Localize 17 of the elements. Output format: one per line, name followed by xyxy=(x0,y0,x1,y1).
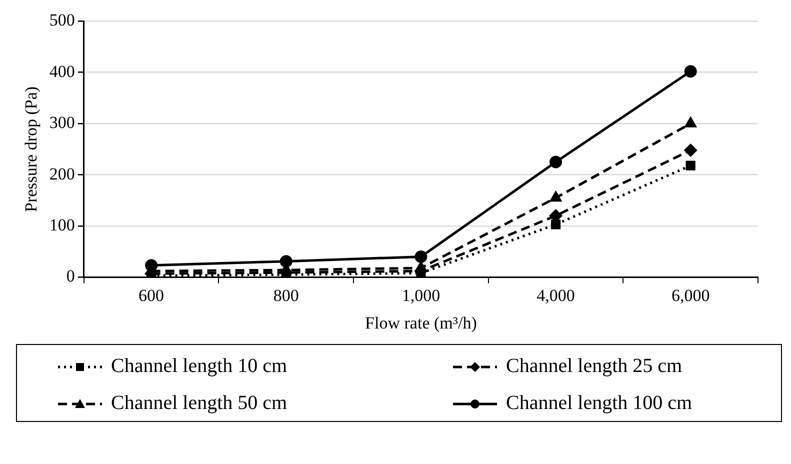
legend-label: Channel length 10 cm xyxy=(111,355,288,378)
x-tick-label: 4,000 xyxy=(536,286,575,305)
x-axis-title: Flow rate (m³/h) xyxy=(365,313,477,332)
x-tick-label: 600 xyxy=(138,286,164,305)
y-tick-label: 100 xyxy=(49,215,75,234)
x-tick-label: 6,000 xyxy=(671,286,710,305)
legend-label: Channel length 100 cm xyxy=(506,392,692,415)
y-axis-title: Pressure drop (Pa) xyxy=(22,86,41,212)
y-tick-label: 300 xyxy=(49,113,75,132)
legend-label: Channel length 50 cm xyxy=(111,392,288,415)
y-tick-label: 500 xyxy=(49,10,75,30)
y-tick-label: 200 xyxy=(49,164,75,184)
legend-label: Channel length 25 cm xyxy=(506,355,682,378)
y-tick-label: 400 xyxy=(49,62,75,81)
x-tick-label: 1,000 xyxy=(402,286,440,305)
y-tick-label: 0 xyxy=(66,266,75,286)
x-tick-label: 800 xyxy=(273,286,299,305)
